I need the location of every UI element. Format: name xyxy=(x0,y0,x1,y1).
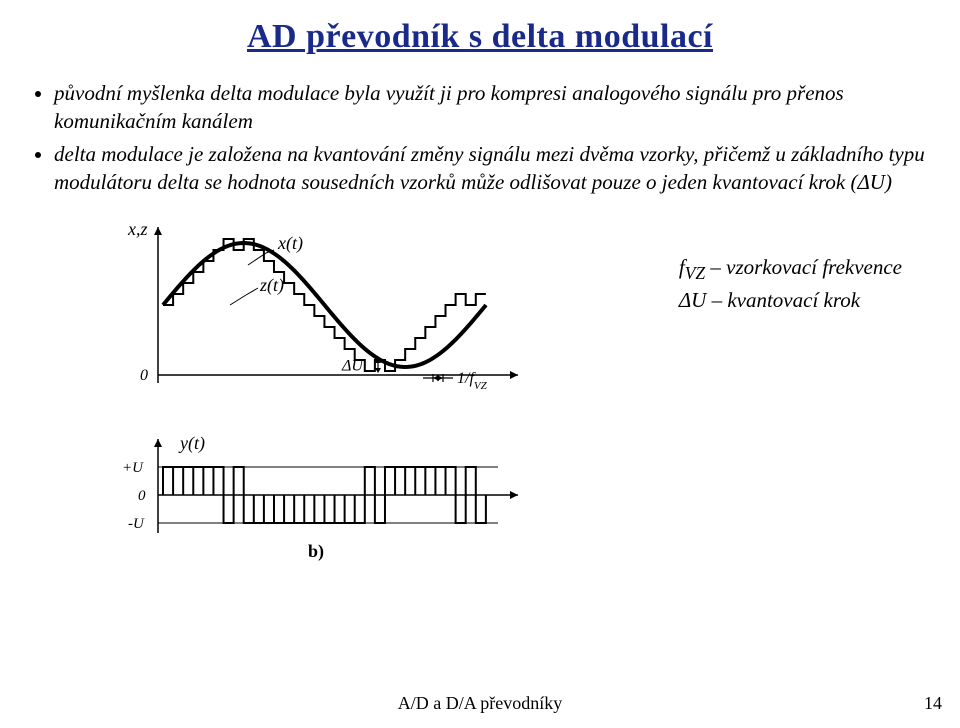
svg-text:y(t): y(t) xyxy=(178,433,205,454)
svg-text:b): b) xyxy=(308,541,324,562)
svg-text:0: 0 xyxy=(140,367,148,384)
bullet-2: delta modulace je založena na kvantování… xyxy=(54,141,928,196)
footer-text: A/D a D/A převodníky xyxy=(0,693,960,714)
page-title: AD převodník s delta modulací xyxy=(28,18,932,56)
figure-legend: fVZ – vzorkovací frekvence ΔU – kvantova… xyxy=(679,253,902,314)
svg-text:+U: +U xyxy=(122,460,144,476)
delta-modulation-figure: x,z x(t) z(t) 0 ΔU 1/fVZ y(t) +U 0 -U b) xyxy=(88,205,558,565)
legend-du: ΔU – kvantovací krok xyxy=(679,286,902,314)
svg-text:z(t): z(t) xyxy=(259,275,284,296)
bullet-1: původní myšlenka delta modulace byla vyu… xyxy=(54,80,928,135)
legend-fvz-rest: – vzorkovací frekvence xyxy=(705,255,902,279)
svg-text:ΔU: ΔU xyxy=(341,357,364,374)
bullet-list: původní myšlenka delta modulace byla vyu… xyxy=(28,80,932,197)
svg-text:0: 0 xyxy=(138,488,146,504)
svg-text:1/fVZ: 1/fVZ xyxy=(457,370,488,392)
svg-text:-U: -U xyxy=(128,516,145,532)
page-number: 14 xyxy=(924,693,942,714)
legend-fvz-sub: VZ xyxy=(685,263,705,283)
svg-text:x,z: x,z xyxy=(127,219,148,239)
svg-text:x(t): x(t) xyxy=(277,233,303,254)
